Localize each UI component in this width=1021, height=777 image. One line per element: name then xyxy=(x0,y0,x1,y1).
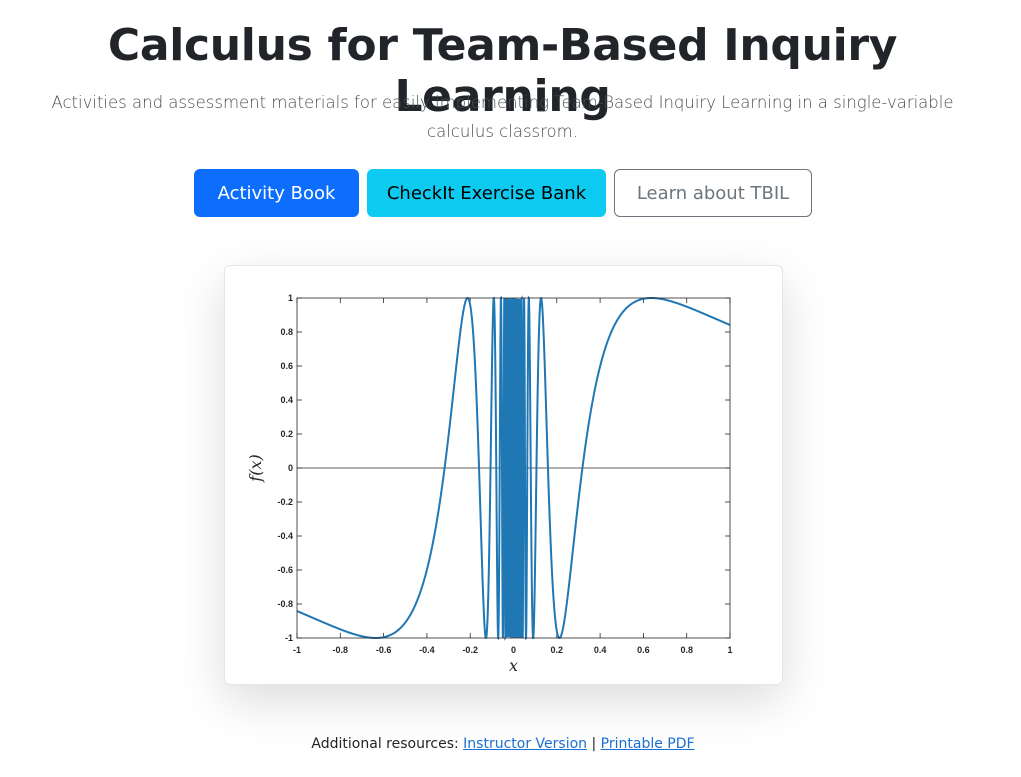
x-tick-label: 1 xyxy=(727,645,732,655)
y-tick-label: 0 xyxy=(288,463,293,473)
activity-book-button[interactable]: Activity Book xyxy=(194,169,359,217)
instructor-version-link[interactable]: Instructor Version xyxy=(463,736,588,752)
page-subtitle: Activities and assessment materials for … xyxy=(51,93,954,141)
x-tick-label: -1 xyxy=(293,645,301,655)
chart-card: -1 -0.8 -0.6 -0.4 -0.2 0 0.2 0.4 0.6 0.8 1 -1 -0.8 -0… xyxy=(224,265,783,685)
x-tick-label: 0.4 xyxy=(594,645,607,655)
y-tick-label: -0.2 xyxy=(277,497,293,507)
x-axis-label: x xyxy=(509,656,518,675)
printable-pdf-link[interactable]: Printable PDF xyxy=(600,736,695,752)
y-tick-label: 0.8 xyxy=(280,327,293,337)
y-tick-label: 0.2 xyxy=(280,429,293,439)
x-tick-label: 0.6 xyxy=(637,645,650,655)
x-tick-label: -0.2 xyxy=(462,645,478,655)
y-axis-label: f(x) xyxy=(246,454,265,482)
x-tick-label: -0.4 xyxy=(419,645,435,655)
additional-resources: Additional resources: Instructor Version… xyxy=(0,736,1006,752)
learn-about-tbil-button[interactable]: Learn about TBIL xyxy=(614,169,812,217)
y-tick-label: -0.4 xyxy=(277,531,293,541)
y-tick-label: -1 xyxy=(285,633,293,643)
function-plot: -1 -0.8 -0.6 -0.4 -0.2 0 0.2 0.4 0.6 0.8 1 -1 -0.8 -0… xyxy=(246,293,733,675)
x-tick-label: -0.8 xyxy=(333,645,349,655)
page-title: Calculus for Team-Based Inquiry Learning xyxy=(107,20,898,122)
checkit-exercise-bank-button[interactable]: CheckIt Exercise Bank xyxy=(367,169,606,217)
y-tick-label: -0.8 xyxy=(277,599,293,609)
y-tick-label: 0.4 xyxy=(280,395,293,405)
resources-separator: | xyxy=(591,736,597,752)
x-tick-label: 0.2 xyxy=(551,645,564,655)
y-tick-label: -0.6 xyxy=(277,565,293,575)
resources-prefix: Additional resources: xyxy=(311,736,459,752)
x-tick-label: 0.8 xyxy=(680,645,693,655)
x-tick-label: -0.6 xyxy=(376,645,392,655)
series-line xyxy=(296,295,731,641)
x-tick-label: 0 xyxy=(511,645,516,655)
y-tick-label: 1 xyxy=(288,293,293,303)
y-tick-label: 0.6 xyxy=(280,361,293,371)
plot-frame xyxy=(296,297,731,639)
